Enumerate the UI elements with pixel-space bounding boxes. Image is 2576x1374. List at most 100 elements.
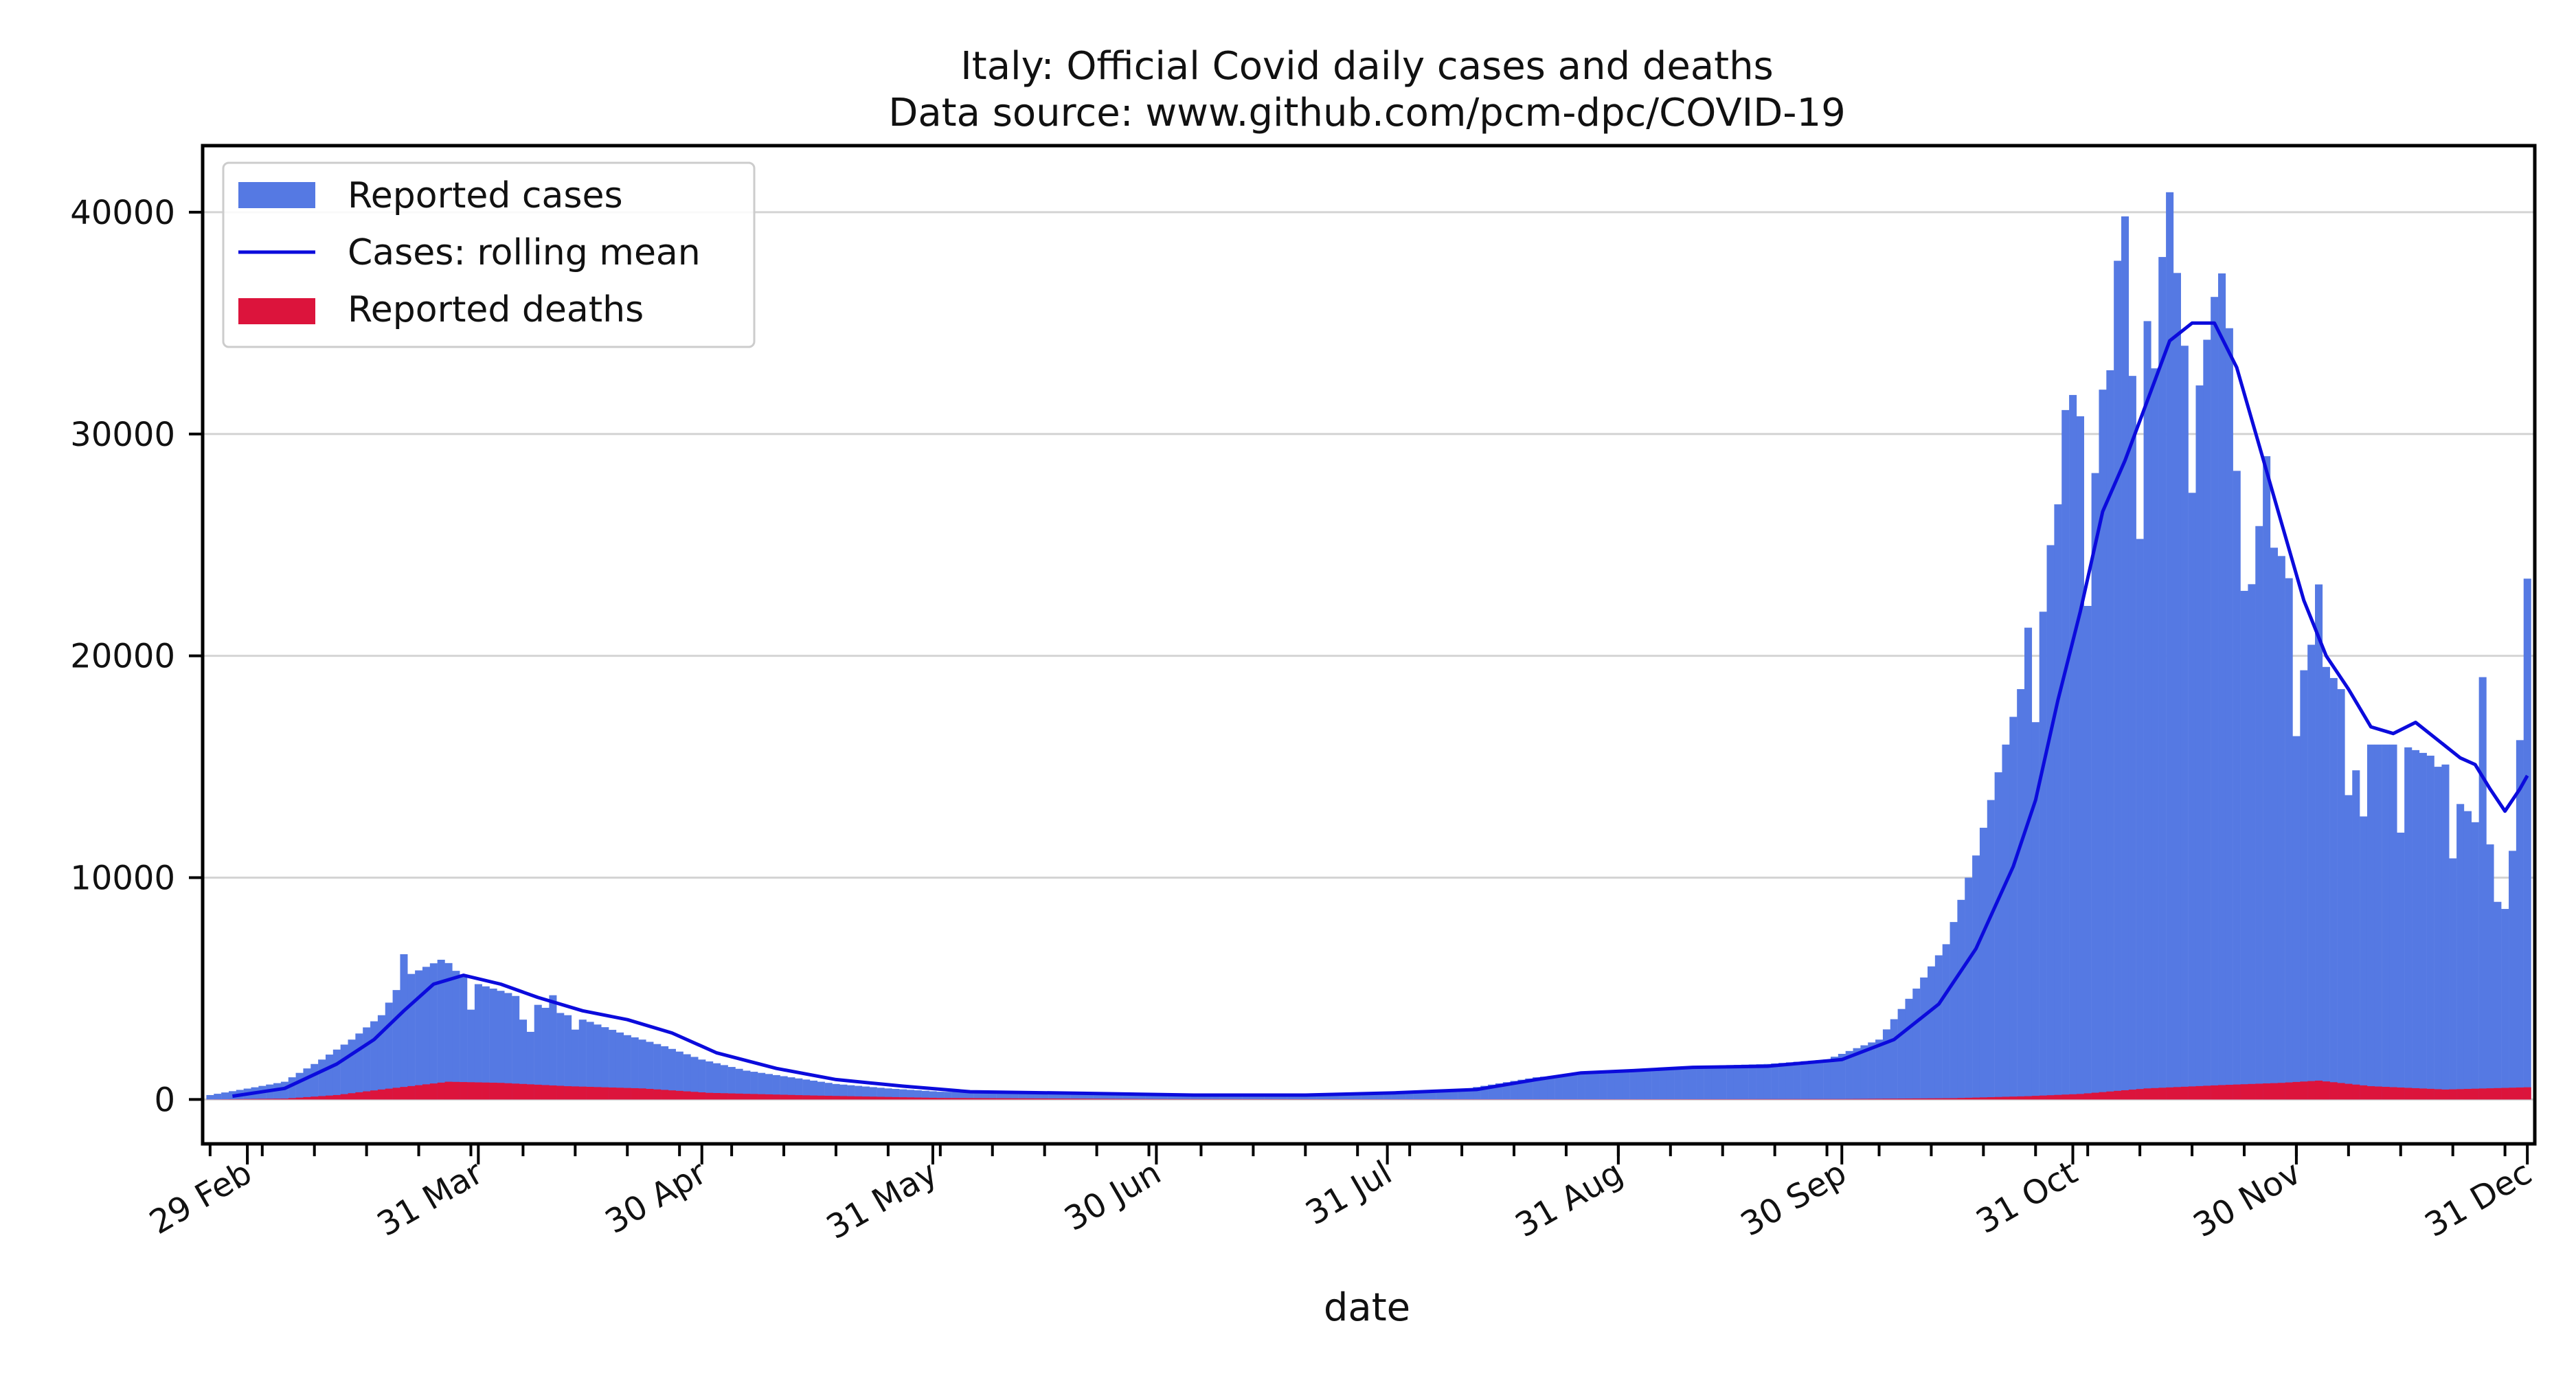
case-bar — [1808, 1060, 1816, 1100]
case-bar — [690, 1057, 699, 1100]
case-bar — [2218, 273, 2226, 1100]
death-bar — [1152, 1099, 1161, 1100]
death-bar — [2263, 1083, 2271, 1100]
death-bar — [1979, 1097, 1987, 1100]
case-bar — [2285, 578, 2293, 1100]
case-bar — [2494, 901, 2502, 1100]
death-bar — [1175, 1099, 1183, 1100]
case-bar — [1033, 1092, 1041, 1100]
case-bar — [929, 1091, 937, 1100]
case-bar — [2366, 744, 2375, 1100]
death-bar — [847, 1096, 855, 1100]
case-bar — [2263, 456, 2271, 1100]
death-bar — [824, 1096, 833, 1100]
case-bar — [877, 1088, 885, 1100]
case-bar — [1644, 1068, 1652, 1100]
case-bar — [2180, 346, 2189, 1100]
death-bar — [2463, 1089, 2472, 1100]
x-tick-label: 30 Sep — [1735, 1153, 1853, 1244]
case-bar — [489, 988, 497, 1100]
x-tick-label: 31 Dec — [2419, 1153, 2539, 1245]
death-bar — [1033, 1098, 1041, 1100]
death-bar — [340, 1094, 348, 1100]
death-bar — [1942, 1098, 1950, 1100]
case-bar — [2091, 473, 2099, 1100]
case-bar — [348, 1039, 356, 1100]
case-bar — [1607, 1071, 1615, 1100]
case-bar — [1301, 1094, 1309, 1100]
death-bar — [1160, 1099, 1168, 1100]
case-bar — [2158, 257, 2167, 1100]
case-bar — [1778, 1063, 1787, 1100]
death-bar — [482, 1082, 490, 1100]
case-bar — [332, 1049, 341, 1100]
case-bar — [519, 1020, 528, 1100]
case-bar — [2300, 670, 2308, 1100]
case-bar — [1622, 1070, 1630, 1100]
death-bar — [623, 1088, 631, 1100]
death-bar — [855, 1096, 863, 1100]
death-bar — [609, 1087, 617, 1100]
death-bar — [631, 1088, 639, 1100]
case-bar — [1339, 1093, 1347, 1100]
case-bar — [1533, 1077, 1541, 1100]
case-bar — [892, 1088, 900, 1100]
death-bar — [415, 1085, 423, 1100]
case-bar — [1547, 1076, 1555, 1100]
death-bar — [683, 1091, 691, 1100]
case-bar — [705, 1061, 714, 1100]
case-bar — [720, 1065, 728, 1100]
case-bar — [623, 1035, 631, 1100]
case-bar — [907, 1090, 915, 1100]
case-bar — [1197, 1094, 1206, 1100]
legend-box — [222, 161, 756, 348]
death-bar — [810, 1095, 818, 1100]
case-bar — [504, 993, 512, 1100]
case-bar — [2419, 752, 2427, 1100]
death-bar — [944, 1098, 952, 1100]
case-bar — [914, 1090, 922, 1100]
death-bar — [422, 1084, 431, 1100]
case-bar — [2471, 822, 2479, 1100]
case-bar — [787, 1077, 795, 1100]
death-bar — [243, 1099, 251, 1100]
case-bar — [936, 1092, 945, 1100]
case-bar — [1510, 1081, 1518, 1100]
death-bar — [2218, 1085, 2226, 1100]
death-bar — [2083, 1093, 2092, 1100]
case-bar — [303, 1068, 311, 1100]
case-bar — [847, 1085, 855, 1100]
death-bar — [325, 1095, 334, 1100]
case-bar — [1212, 1094, 1220, 1100]
death-bar — [2374, 1086, 2382, 1100]
death-bar — [720, 1093, 728, 1100]
case-bar — [1845, 1050, 1853, 1100]
death-bar — [1242, 1099, 1250, 1100]
death-bar — [1249, 1099, 1258, 1100]
death-bar — [892, 1096, 900, 1100]
x-tick-label: 31 Jul — [1299, 1153, 1398, 1233]
case-bar — [221, 1092, 229, 1100]
death-bar — [2151, 1088, 2159, 1100]
case-bar — [415, 970, 423, 1100]
case-bar — [467, 1009, 475, 1100]
case-bar — [2031, 722, 2040, 1100]
case-bar — [2121, 216, 2129, 1100]
death-bar — [578, 1086, 587, 1100]
death-bar — [1197, 1099, 1206, 1100]
case-bar — [1048, 1092, 1057, 1100]
death-bar — [1204, 1099, 1212, 1100]
case-bar — [675, 1051, 683, 1100]
death-bar — [1934, 1098, 1943, 1100]
death-bar — [1010, 1098, 1019, 1100]
case-bar — [2456, 804, 2465, 1100]
case-bar — [2240, 591, 2248, 1100]
case-bar — [1965, 877, 1973, 1100]
death-bar — [772, 1094, 780, 1100]
case-bar — [1704, 1066, 1712, 1100]
case-bar — [973, 1092, 982, 1100]
case-bar — [1309, 1094, 1317, 1100]
case-bar — [1488, 1084, 1496, 1100]
death-bar — [2426, 1088, 2434, 1100]
death-bar — [877, 1096, 885, 1100]
